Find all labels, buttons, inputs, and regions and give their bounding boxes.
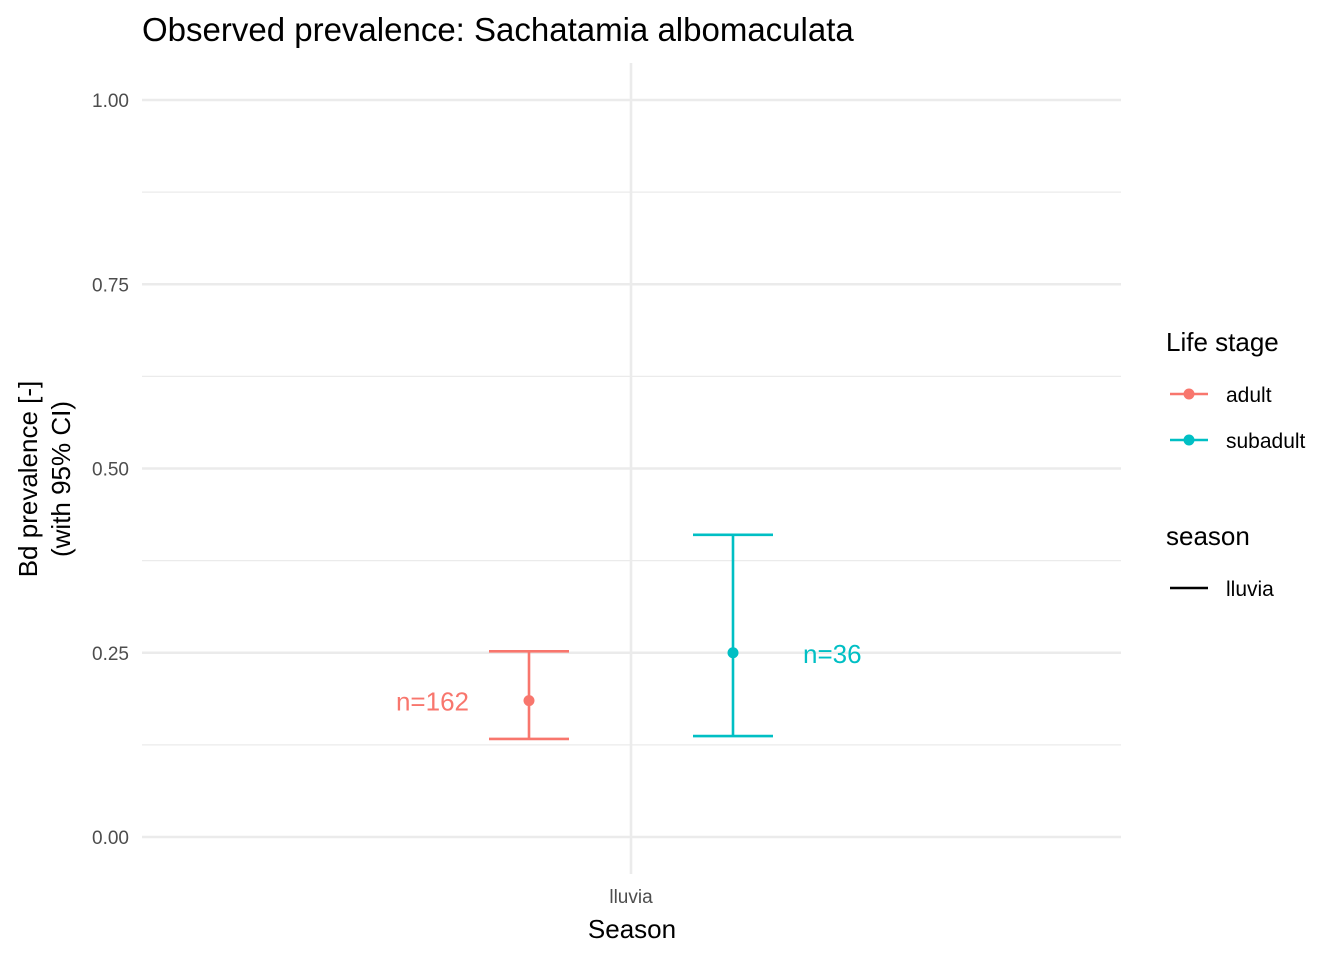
x-tick-label: lluvia	[609, 887, 653, 908]
legend-title-life-stage: Life stage	[1166, 327, 1279, 357]
data-point-adult	[523, 695, 535, 707]
y-tick-label: 0.50	[92, 460, 129, 481]
grid-lines	[142, 63, 1121, 874]
errorbar-adult: n=162	[396, 649, 569, 741]
y-tick-label: 0.25	[92, 644, 129, 665]
errorbar-subadult: n=36	[693, 533, 862, 738]
y-tick-label: 1.00	[92, 91, 129, 112]
n-label-adult: n=162	[396, 687, 469, 717]
x-axis-title: Season	[588, 914, 676, 944]
legend-key-point	[1183, 388, 1195, 400]
y-axis-title: Bd prevalence [-] (with 95% CI)	[13, 381, 76, 578]
y-tick-label: 0.00	[92, 828, 129, 849]
legend-label-subadult: subadult	[1226, 430, 1306, 453]
legend: Life stage adult subadult season lluvia	[1166, 327, 1306, 601]
plot-marks: n=162 n=36	[396, 533, 862, 741]
legend-label-adult: adult	[1226, 384, 1272, 407]
y-axis-ticks: 0.00 0.25 0.50 0.75 1.00	[92, 91, 129, 849]
y-axis-title-line-2: (with 95% CI)	[46, 401, 76, 557]
x-axis-ticks: lluvia	[609, 887, 653, 908]
legend-key-point	[1183, 434, 1195, 446]
legend-key-subadult	[1170, 434, 1208, 446]
data-point-subadult	[727, 647, 739, 659]
legend-title-season: season	[1166, 521, 1250, 551]
n-label-subadult: n=36	[803, 639, 862, 669]
chart-title: Observed prevalence: Sachatamia albomacu…	[142, 11, 854, 48]
y-tick-label: 0.75	[92, 275, 129, 296]
y-axis-title-line-1: Bd prevalence [-]	[13, 381, 43, 578]
legend-key-adult	[1170, 388, 1208, 400]
legend-label-lluvia: lluvia	[1226, 578, 1274, 601]
